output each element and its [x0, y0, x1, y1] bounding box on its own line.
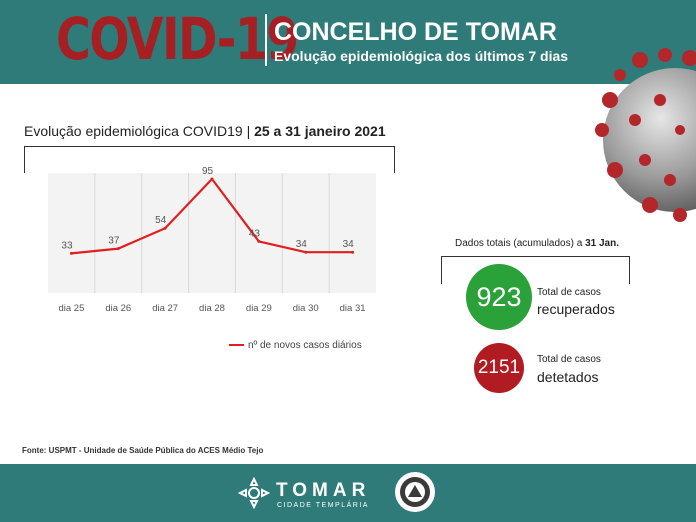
x-tick-label: dia 28: [199, 303, 225, 314]
chart-legend: nº de novos casos diários: [229, 340, 362, 351]
recovered-label-big: recuperados: [537, 301, 615, 317]
data-point: [116, 247, 120, 251]
chart-bracket: [24, 146, 395, 173]
x-tick-label: dia 27: [152, 303, 178, 314]
header-band: [0, 0, 696, 84]
data-label: 95: [202, 166, 214, 177]
footer-band: [0, 464, 696, 522]
source-note: Fonte: USPMT - Unidade de Saúde Pública …: [22, 446, 264, 455]
data-point: [257, 239, 261, 243]
x-tick-label: dia 29: [246, 303, 272, 314]
data-label: 34: [296, 239, 308, 250]
legend-label: nº de novos casos diários: [248, 340, 362, 351]
data-label: 34: [343, 239, 355, 250]
totals-bracket: [441, 256, 630, 284]
tomar-logo-sub: CIDADE TEMPLÁRIA: [277, 502, 369, 509]
civil-protection-emblem-icon: [395, 472, 435, 512]
data-label: 33: [61, 240, 73, 251]
concelho-title: CONCELHO DE TOMAR: [274, 18, 557, 46]
data-point: [210, 177, 214, 181]
data-label: 54: [155, 215, 167, 226]
detected-value: 2151: [477, 357, 521, 378]
detected-label-big: detetados: [537, 369, 599, 385]
line-chart: 33 37 54 95 43 34 34 dia 25 dia 26 dia 27 dia 28 d…: [48, 166, 376, 314]
totals-heading: Dados totais (acumulados) a 31 Jan.: [455, 238, 619, 249]
recovered-circle: 923: [466, 264, 532, 330]
header-subtitle: Evolução epidemiológica dos últimos 7 di…: [274, 48, 569, 64]
chart-heading-dates: 25 a 31 janeiro 2021: [254, 123, 386, 139]
x-tick-label: dia 25: [58, 303, 84, 314]
totals-heading-prefix: Dados totais (acumulados) a: [455, 238, 586, 249]
data-label: 37: [108, 236, 120, 247]
data-label: 43: [249, 228, 261, 239]
plot-area: [48, 173, 376, 293]
covid-title: COVID-19: [56, 5, 299, 73]
tomar-cross-emblem-icon: [238, 477, 270, 509]
totals-heading-date: 31 Jan.: [585, 238, 619, 249]
data-point: [304, 250, 308, 254]
x-tick-label: dia 26: [105, 303, 131, 314]
x-tick-label: dia 30: [293, 303, 319, 314]
header-divider: [265, 14, 267, 66]
data-point: [163, 226, 167, 230]
x-tick-label: dia 31: [340, 303, 366, 314]
coronavirus-illustration-icon: [595, 48, 696, 222]
recovered-label-small: Total de casos: [537, 287, 601, 298]
detected-circle: 2151: [474, 343, 524, 393]
recovered-value: 923: [476, 281, 522, 312]
data-point: [351, 250, 355, 254]
detected-label-small: Total de casos: [537, 354, 601, 365]
chart-heading: Evolução epidemiológica COVID19 | 25 a 3…: [24, 122, 386, 140]
data-point: [69, 251, 73, 255]
tomar-logo-word: TOMAR: [276, 480, 371, 501]
legend-line-swatch: [229, 344, 244, 347]
chart-heading-prefix: Evolução epidemiológica COVID19 |: [24, 123, 255, 139]
